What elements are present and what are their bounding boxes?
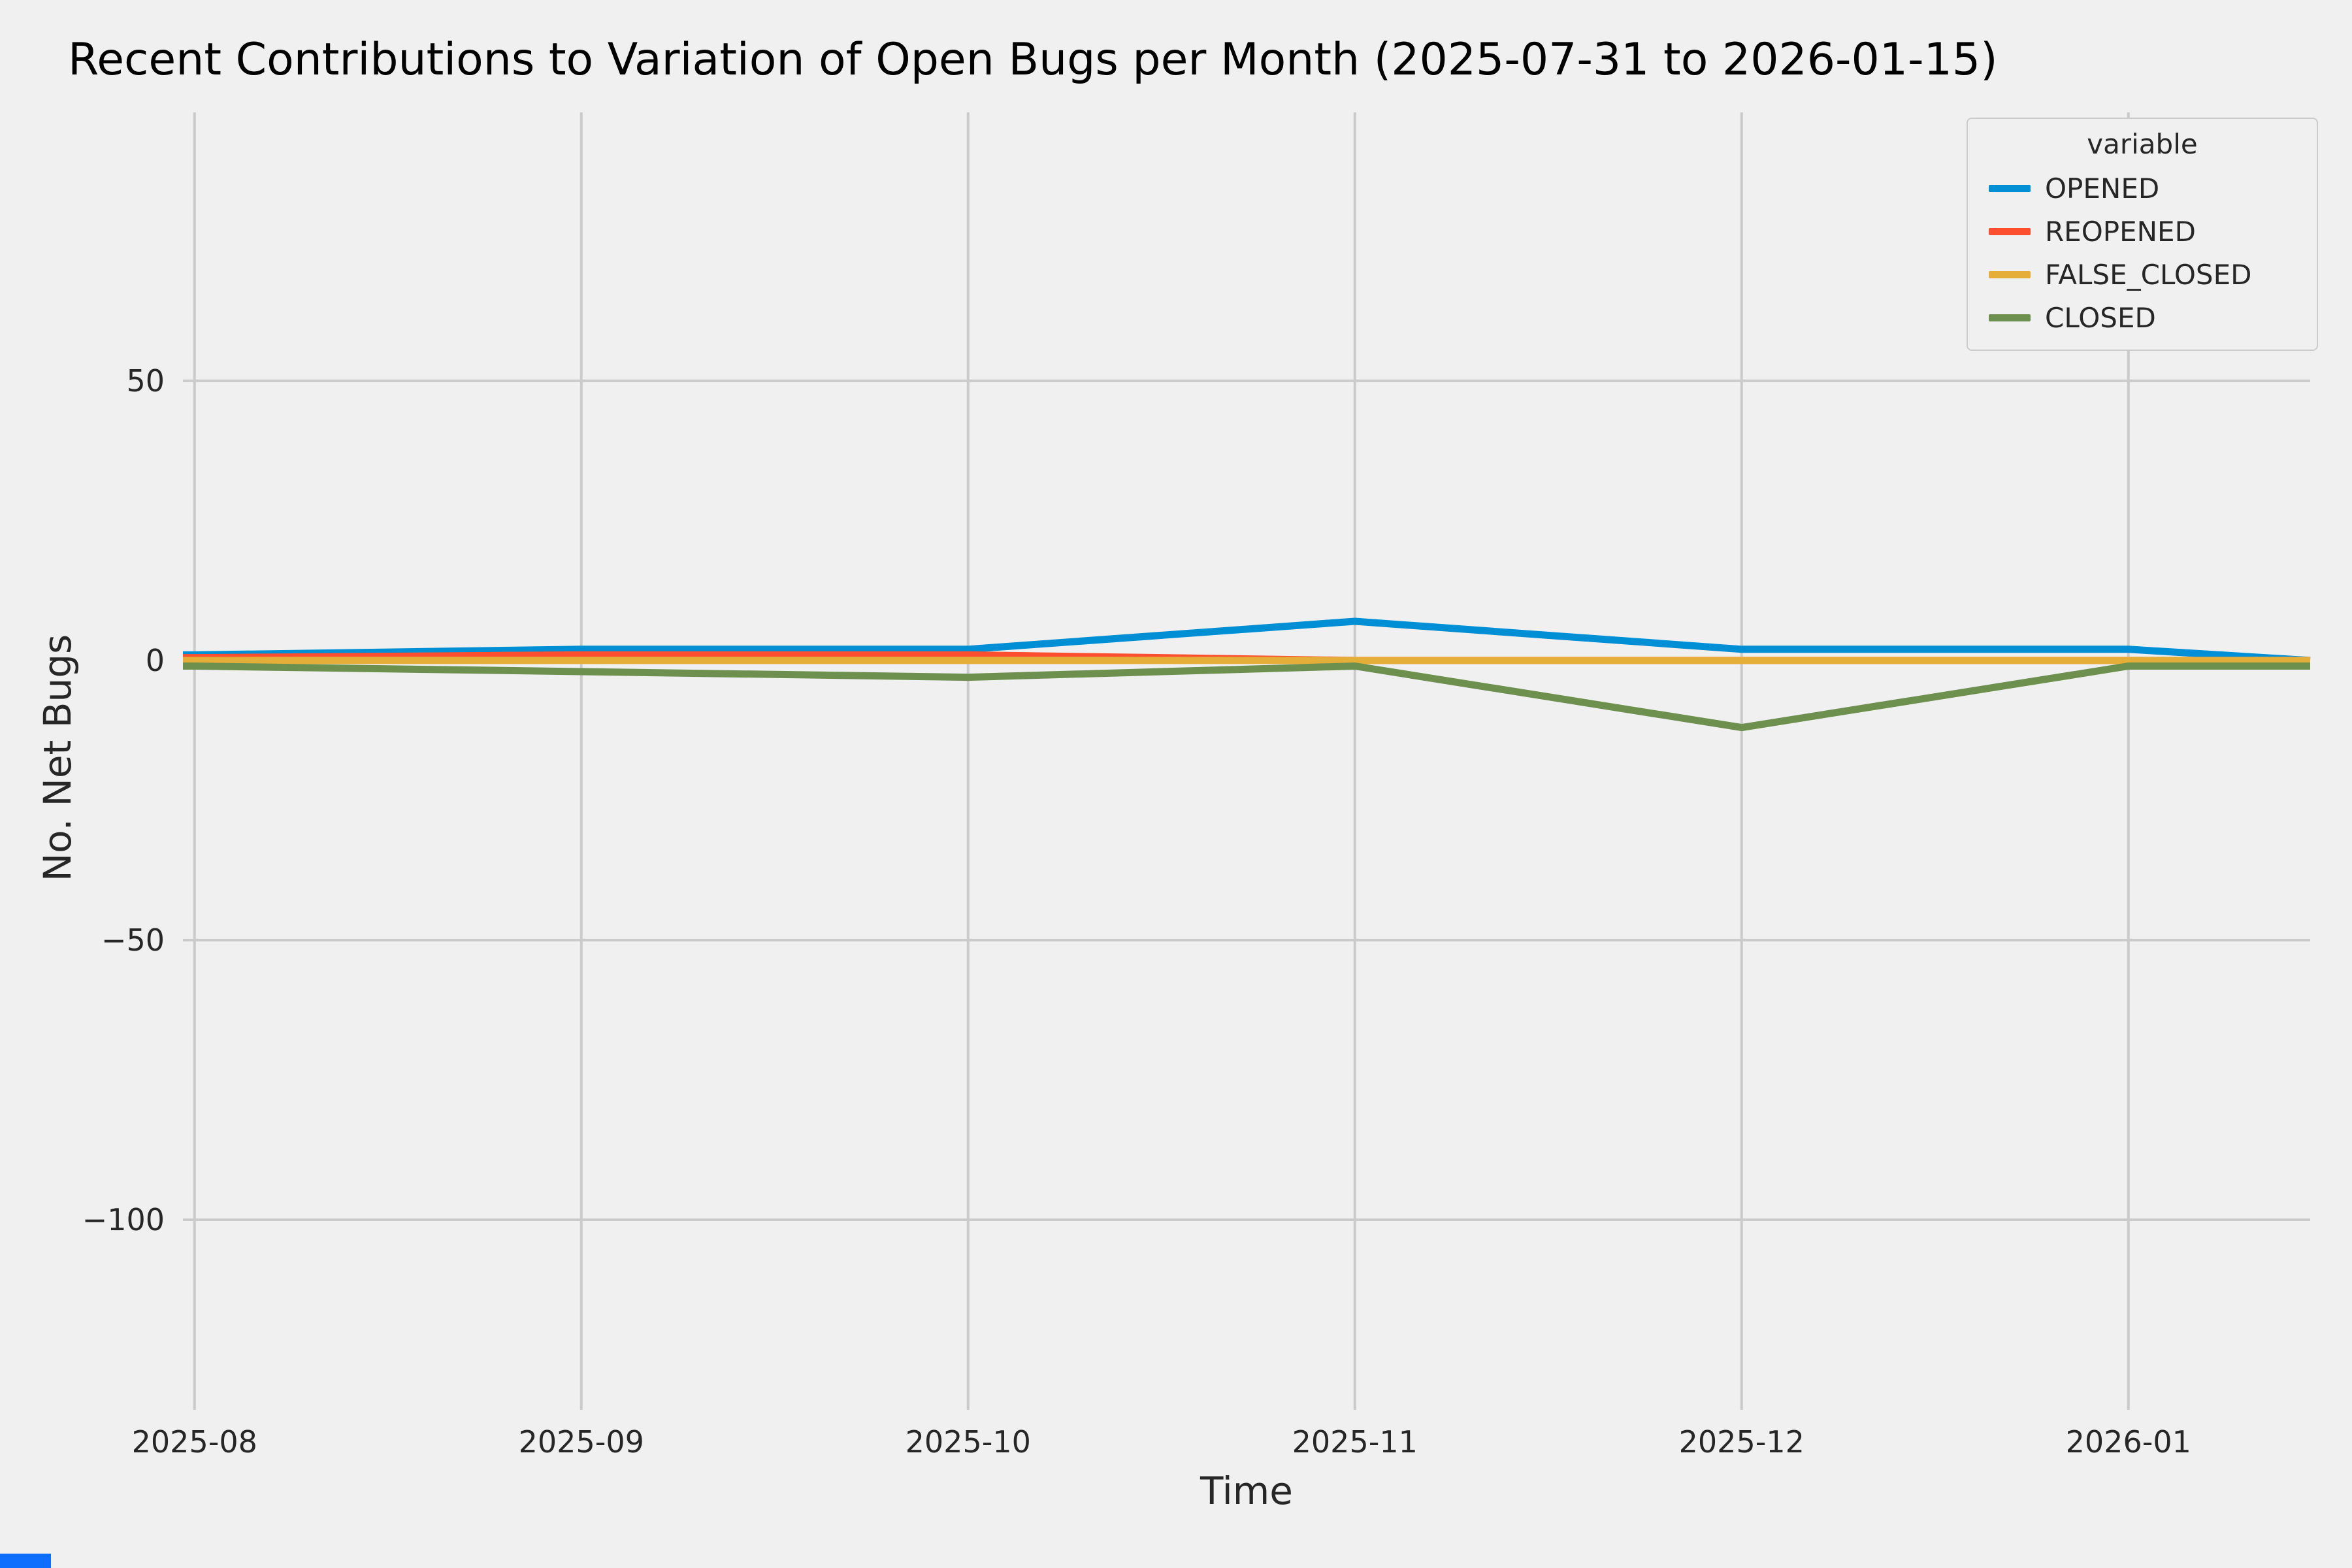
legend-swatch-closed bbox=[1989, 314, 2031, 321]
bottom-left-blue-strip bbox=[0, 1554, 51, 1568]
x-tick-label: 2026-01 bbox=[2065, 1424, 2191, 1460]
legend-item: OPENED bbox=[1968, 167, 2317, 210]
legend-swatch-opened bbox=[1989, 184, 2031, 192]
series-line-closed bbox=[183, 662, 2310, 732]
x-tick-label: 2025-11 bbox=[1292, 1424, 1418, 1460]
legend-label: OPENED bbox=[2045, 172, 2160, 204]
legend-items: OPENED REOPENED FALSE_CLOSED CLOSED bbox=[1968, 167, 2317, 339]
legend-title: variable bbox=[2087, 128, 2198, 160]
x-tick-label: 2025-12 bbox=[1678, 1424, 1805, 1460]
y-tick-label: −50 bbox=[101, 922, 165, 958]
legend-label: CLOSED bbox=[2045, 301, 2156, 334]
chart-title: Recent Contributions to Variation of Ope… bbox=[68, 34, 1998, 86]
x-tick-label: 2025-09 bbox=[518, 1424, 644, 1460]
y-tick-label: 0 bbox=[145, 642, 165, 678]
x-tick-label: 2025-10 bbox=[905, 1424, 1031, 1460]
y-tick-label: 50 bbox=[126, 363, 165, 399]
x-axis-label: Time bbox=[1200, 1469, 1293, 1513]
legend-item: CLOSED bbox=[1968, 296, 2317, 339]
legend-swatch-reopened bbox=[1989, 227, 2031, 235]
legend-item: FALSE_CLOSED bbox=[1968, 253, 2317, 296]
legend-label: REOPENED bbox=[2045, 215, 2196, 248]
legend-swatch-false_closed bbox=[1989, 270, 2031, 278]
x-tick-label: 2025-08 bbox=[131, 1424, 257, 1460]
legend-label: FALSE_CLOSED bbox=[2045, 258, 2252, 291]
legend-item: REOPENED bbox=[1968, 210, 2317, 253]
y-tick-label: −100 bbox=[82, 1201, 165, 1237]
legend: variable OPENED REOPENED FALSE_CLOSED CLOSE… bbox=[1967, 118, 2318, 351]
